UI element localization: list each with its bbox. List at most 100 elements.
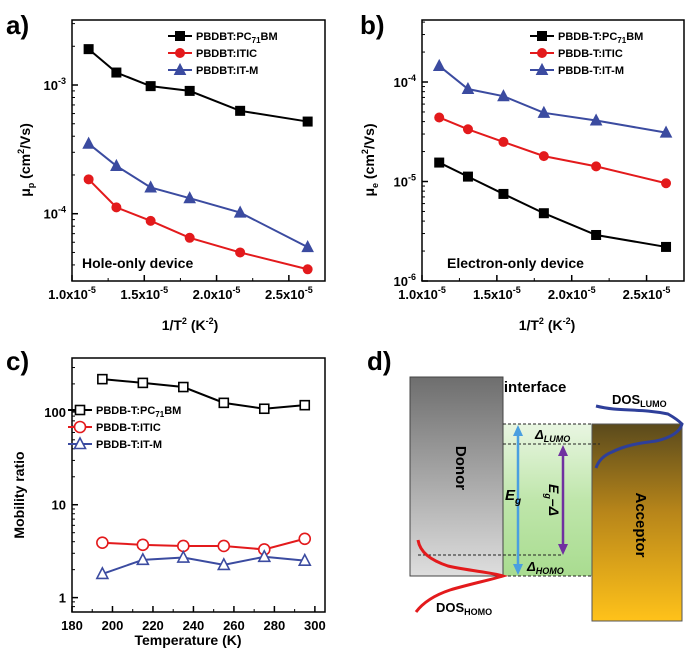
data-point — [498, 136, 509, 147]
data-point — [111, 67, 122, 78]
x-tick-label: 2.0x10-5 — [193, 285, 241, 302]
x-tick-label: 2.5x10-5 — [623, 285, 671, 302]
data-point — [233, 205, 247, 218]
chart-a-xlabel: 1/T2 (K-2) — [162, 316, 219, 333]
plot-frame — [71, 19, 326, 282]
data-point — [538, 208, 549, 219]
chart-c-xlabel: Temperature (K) — [134, 632, 241, 648]
x-tick-label: 260 — [223, 618, 245, 633]
panel-b-label: b) — [360, 10, 385, 40]
x-tick-label: 220 — [142, 618, 164, 633]
legend-label: PBDB-T:ITIC — [558, 48, 623, 60]
acceptor-label: Acceptor — [632, 492, 649, 557]
data-point — [537, 105, 551, 118]
eg-arrow-head-up — [513, 425, 523, 436]
series-line-2 — [102, 537, 306, 551]
donor-label: Donor — [452, 446, 469, 490]
data-point — [136, 552, 150, 566]
legend-label: PBDB-T:PC71BM — [558, 31, 643, 45]
eg-delta-arrow-head-down — [558, 544, 568, 555]
series-line-1 — [102, 378, 305, 410]
chart-b-annotation: Electron-only device — [447, 255, 584, 271]
x-tick-label: 200 — [102, 618, 124, 633]
data-point — [661, 178, 672, 189]
data-point — [659, 125, 673, 138]
data-point — [297, 552, 312, 566]
data-point — [497, 89, 510, 102]
data-point — [218, 397, 230, 409]
data-point — [177, 539, 190, 553]
data-point — [96, 536, 109, 550]
x-tick-label: 1.0x10-5 — [48, 285, 96, 302]
data-point — [591, 229, 602, 240]
data-point — [498, 188, 509, 199]
x-tick-label: 180 — [61, 618, 83, 633]
data-point — [83, 44, 94, 55]
data-point — [462, 171, 473, 182]
panel-d-label: d) — [367, 346, 392, 376]
plot-frame — [71, 357, 326, 613]
series-line-2 — [87, 178, 308, 271]
chart-c: 180 200 220 240 260 280 300 100 10 1 PBDB-T:PC71BM… — [44, 357, 326, 633]
acceptor-block — [591, 423, 683, 622]
data-point — [301, 240, 314, 253]
data-point — [216, 557, 231, 571]
plot-frame — [421, 19, 685, 282]
y-tick-label: 10-4 — [44, 205, 66, 222]
y-tick-label: 100 — [44, 405, 66, 420]
x-tick-label: 2.0x10-5 — [548, 285, 596, 302]
chart-a-annotation: Hole-only device — [82, 255, 193, 271]
legend-label: PBDB-T:PC71BM — [96, 405, 181, 419]
data-point — [235, 105, 246, 116]
data-point — [178, 381, 189, 393]
data-point — [95, 566, 110, 580]
data-point — [432, 58, 446, 71]
legend-label: PBDBT:ITIC — [196, 48, 257, 60]
data-point — [82, 136, 95, 149]
x-tick-label: 240 — [183, 618, 205, 633]
data-point — [257, 549, 272, 563]
data-point — [184, 85, 195, 96]
eg-label: Eg — [505, 487, 521, 507]
series-line-3 — [102, 555, 305, 575]
data-point — [299, 399, 311, 411]
legend-marker — [175, 31, 185, 41]
data-point — [434, 157, 445, 168]
data-point — [136, 538, 150, 552]
data-point — [461, 81, 475, 95]
y-tick-label: 10 — [52, 498, 66, 513]
eg-arrow-head-down — [513, 564, 523, 575]
data-point — [183, 191, 197, 204]
data-point — [97, 373, 108, 385]
data-point — [434, 112, 445, 123]
data-point — [184, 232, 195, 243]
x-tick-label: 2.5x10-5 — [265, 285, 313, 302]
series-line-3 — [438, 65, 667, 134]
dos-lumo-label: DOSLUMO — [612, 392, 667, 409]
legend-label: PBDBT:PC71BM — [196, 31, 278, 45]
chart-b-xlabel: 1/T2 (K-2) — [519, 316, 576, 333]
data-point — [538, 151, 549, 162]
data-point — [258, 403, 270, 415]
legend-marker — [535, 62, 549, 75]
chart-a-ylabel: μp (cm2/Vs) — [16, 123, 36, 197]
legend-marker — [173, 62, 187, 75]
donor-block — [409, 376, 504, 577]
legend-marker — [537, 48, 547, 58]
chart-c-ylabel: Mobility ratio — [11, 451, 27, 538]
panel-c-label: c) — [6, 346, 29, 376]
legend-marker — [537, 31, 547, 41]
data-point — [589, 113, 603, 126]
y-tick-label: 10-4 — [394, 73, 416, 90]
x-tick-label: 300 — [304, 618, 326, 633]
data-point — [298, 532, 312, 546]
dos-homo-curve — [414, 539, 509, 613]
data-point — [176, 549, 191, 563]
delta-homo-label: ΔHOMO — [526, 559, 564, 576]
legend-marker — [73, 436, 87, 450]
data-point — [235, 247, 246, 258]
chart-b-ylabel: μe (cm2/Vs) — [360, 123, 380, 196]
x-tick-label: 1.5x10-5 — [120, 285, 168, 302]
data-point — [217, 539, 231, 553]
